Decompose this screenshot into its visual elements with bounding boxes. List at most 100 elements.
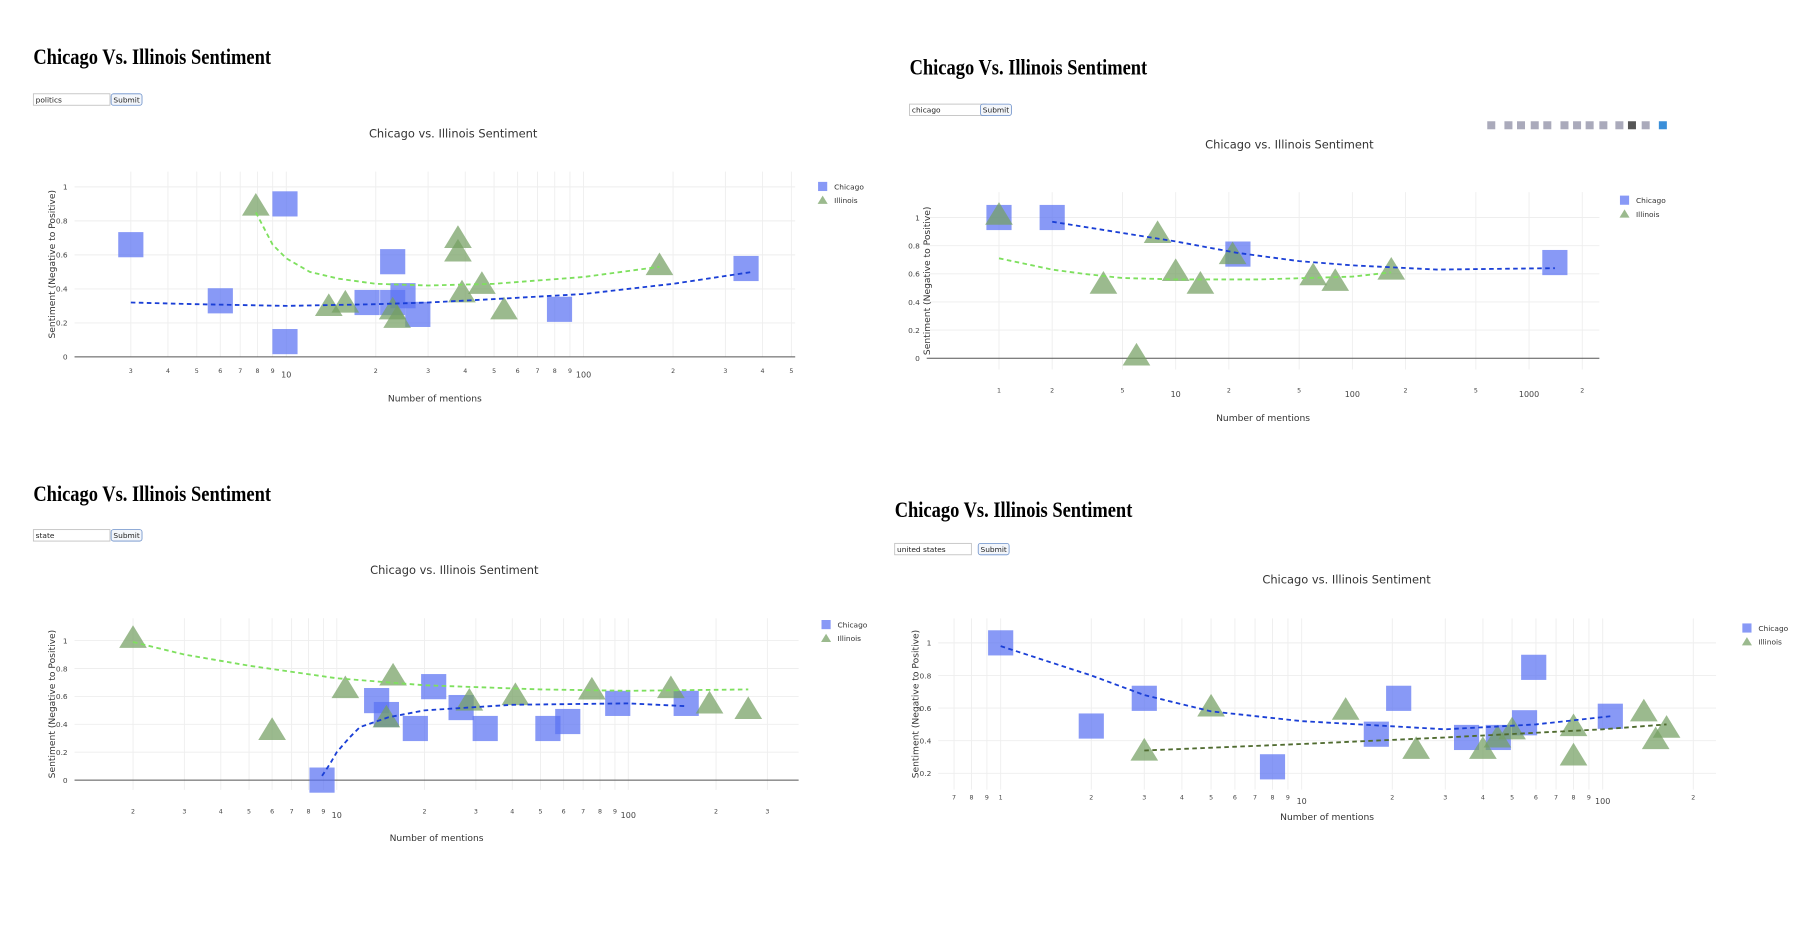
x-tick-label: 100 <box>621 811 636 820</box>
data-point <box>657 675 685 699</box>
x-tick-label: 10 <box>332 811 342 820</box>
submit-button[interactable] <box>977 542 1010 556</box>
data-point <box>1197 693 1225 717</box>
data-point <box>1469 736 1497 759</box>
data-point <box>354 289 380 316</box>
data-point <box>1521 654 1547 680</box>
submit-button[interactable] <box>980 103 1012 116</box>
y-tick-label: 0.8 <box>920 671 932 680</box>
x-tick-label: 10 <box>281 370 291 379</box>
x-tick-label: 9 <box>321 808 325 815</box>
legend-label: Illinois <box>834 196 858 205</box>
data-point <box>1630 698 1658 722</box>
x-tick-label: 4 <box>463 368 467 375</box>
tool-icon[interactable] <box>1573 121 1582 130</box>
search-input[interactable] <box>894 542 972 556</box>
x-tick-label: 2 <box>1089 795 1093 802</box>
x-tick-label: 8 <box>1572 795 1576 802</box>
x-tick-label: 5 <box>1209 795 1213 802</box>
tool-icon[interactable] <box>1599 121 1608 130</box>
x-tick-label: 4 <box>166 368 170 375</box>
data-point <box>405 301 431 327</box>
tool-icon[interactable] <box>1530 121 1539 130</box>
x-tick-label: 4 <box>1180 795 1184 802</box>
x-tick-label: 8 <box>255 368 259 375</box>
data-point <box>241 193 270 216</box>
data-point <box>468 271 496 294</box>
y-axis-title: Sentiment (Negative to Positive) <box>48 630 58 779</box>
submit-button[interactable] <box>110 529 143 542</box>
y-tick-label: 1 <box>63 636 68 645</box>
trend-line <box>1144 723 1667 752</box>
submit-button[interactable] <box>110 93 143 106</box>
x-tick-label: 9 <box>613 808 617 815</box>
legend-label: Chicago <box>838 620 868 629</box>
x-tick-label: 2 <box>1580 387 1584 394</box>
data-point <box>372 704 401 728</box>
x-tick-label: 2 <box>1404 387 1408 394</box>
legend-marker <box>1741 637 1752 646</box>
data-point <box>379 662 407 686</box>
x-tick-label: 3 <box>723 368 727 375</box>
tool-icon[interactable] <box>1585 121 1594 130</box>
x-tick-label: 5 <box>195 368 199 375</box>
y-tick-label: 0.8 <box>56 217 68 226</box>
y-tick-label: 0.8 <box>56 664 68 673</box>
trend-line <box>130 270 753 307</box>
x-tick-label: 4 <box>761 368 765 375</box>
search-input[interactable] <box>32 93 111 106</box>
x-tick-label: 100 <box>576 370 591 379</box>
data-point <box>118 232 144 258</box>
tool-icon[interactable] <box>1658 121 1667 130</box>
tool-icon[interactable] <box>1560 121 1569 130</box>
data-point <box>1331 697 1360 720</box>
data-point <box>331 675 360 699</box>
chart-title: Chicago vs. Illinois Sentiment <box>1205 138 1374 152</box>
x-tick-label: 8 <box>598 808 602 815</box>
x-tick-label: 3 <box>765 808 769 815</box>
data-point <box>578 676 606 700</box>
trend-line <box>255 211 660 287</box>
y-axis-title: Sentiment (Negative to Positive) <box>923 207 933 356</box>
x-tick-label: 1 <box>997 387 1001 394</box>
data-point <box>555 708 581 735</box>
tool-icon[interactable] <box>1487 121 1496 130</box>
tool-icon[interactable] <box>1543 121 1552 130</box>
y-tick-label: 0.4 <box>908 298 920 307</box>
data-point <box>1542 249 1568 276</box>
y-axis-title: Sentiment (Negative to Positive) <box>48 190 58 339</box>
data-point <box>645 252 674 276</box>
tool-icon[interactable] <box>1615 121 1624 130</box>
legend-label: Illinois <box>1636 210 1660 219</box>
x-axis-title: Number of mentions <box>390 834 484 844</box>
trend-line <box>1052 220 1555 271</box>
x-tick-label: 7 <box>581 808 585 815</box>
tool-icon[interactable] <box>1517 121 1526 130</box>
legend-label: Chicago <box>1758 624 1788 633</box>
search-input[interactable] <box>32 529 111 542</box>
data-point <box>1321 268 1350 291</box>
x-tick-label: 9 <box>271 368 275 375</box>
data-point <box>472 715 498 742</box>
tool-icon[interactable] <box>1627 121 1636 130</box>
x-tick-label: 8 <box>553 368 557 375</box>
data-point <box>1130 737 1159 761</box>
legend-marker <box>1742 623 1752 633</box>
x-axis-title: Number of mentions <box>1280 813 1374 823</box>
x-tick-label: 10 <box>1171 390 1181 399</box>
x-tick-label: 3 <box>474 808 478 815</box>
submit-button-label: Submit <box>113 95 139 104</box>
chart-title: Chicago vs. Illinois Sentiment <box>370 563 539 577</box>
data-point <box>733 255 759 282</box>
x-tick-label: 8 <box>970 795 974 802</box>
x-tick-label: 6 <box>1233 795 1237 802</box>
tool-icon[interactable] <box>1641 121 1650 130</box>
x-tick-label: 2 <box>1227 387 1231 394</box>
trend-line <box>132 641 749 692</box>
data-point <box>1259 754 1286 780</box>
data-point <box>119 625 147 648</box>
x-tick-label: 4 <box>1481 795 1485 802</box>
data-point <box>988 630 1014 656</box>
data-point <box>1078 713 1104 739</box>
tool-icon[interactable] <box>1504 121 1513 130</box>
